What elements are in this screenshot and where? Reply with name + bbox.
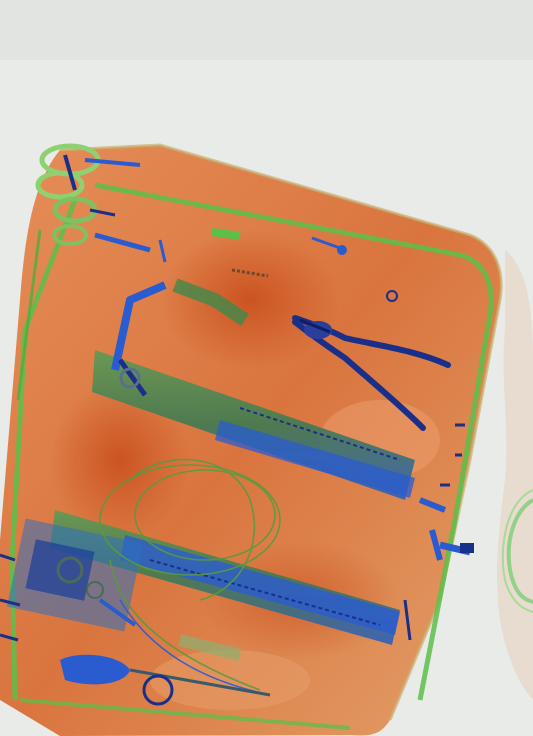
small-ring [142, 674, 174, 706]
cable-coil [99, 458, 281, 696]
left-frame-rail [92, 278, 415, 500]
adjacent-bag-edge [497, 250, 533, 700]
right-fasteners [403, 423, 474, 641]
pliers [292, 315, 451, 431]
zipper-pulls [158, 228, 398, 302]
bottom-rail [60, 634, 271, 697]
handle [35, 143, 151, 253]
clamp-mechanism [0, 518, 144, 642]
